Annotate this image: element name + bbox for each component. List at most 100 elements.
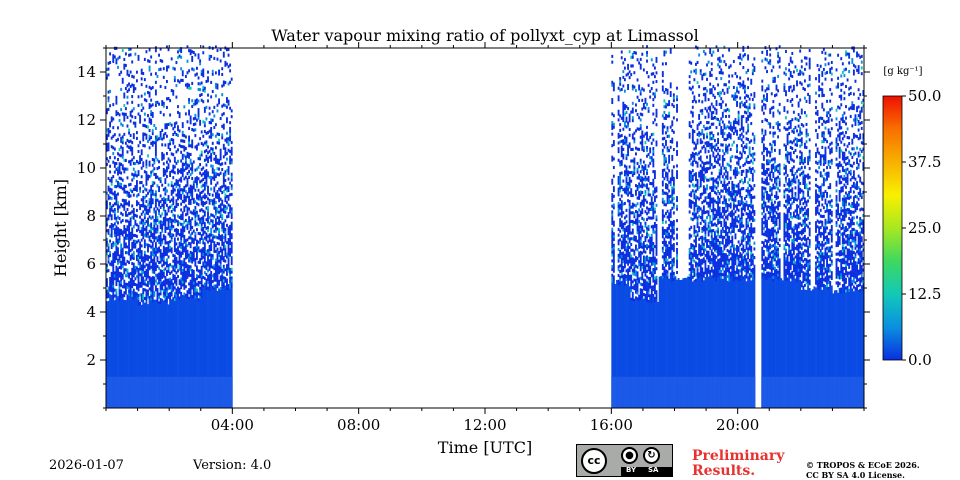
data-cell — [656, 267, 658, 270]
data-cell — [134, 87, 136, 90]
data-cell — [139, 207, 141, 210]
data-cell — [611, 228, 613, 231]
data-cell — [114, 260, 116, 263]
data-cell — [136, 71, 138, 74]
data-cell — [204, 242, 206, 245]
data-cell — [652, 159, 654, 162]
data-cell — [656, 224, 658, 227]
data-cell — [670, 51, 672, 54]
data-cell — [177, 125, 179, 128]
data-cell — [166, 273, 168, 276]
data-cell — [136, 235, 138, 238]
data-cell — [130, 53, 132, 56]
data-cell — [194, 261, 196, 264]
data-cell — [145, 183, 147, 186]
data-cell — [111, 183, 113, 186]
data-cell — [231, 184, 233, 187]
data-cell — [123, 170, 125, 173]
data-cell — [629, 50, 631, 53]
data-cell — [652, 193, 654, 196]
data-cell — [141, 250, 143, 253]
data-cell — [155, 150, 157, 153]
data-cell — [194, 235, 196, 238]
data-cell — [141, 95, 143, 98]
data-cell — [635, 89, 637, 92]
data-cell — [139, 121, 141, 124]
data-cell — [138, 288, 140, 291]
data-cell — [697, 81, 699, 84]
data-cell — [207, 94, 209, 97]
data-cell — [705, 73, 707, 76]
data-cell — [218, 228, 220, 231]
data-cell — [180, 286, 182, 289]
data-cell — [709, 195, 711, 198]
data-cell — [182, 174, 184, 177]
data-cell — [692, 137, 694, 140]
data-cell — [656, 290, 658, 293]
data-cell — [228, 172, 230, 175]
data-cell — [673, 260, 675, 263]
data-cell — [649, 268, 651, 271]
data-cell — [157, 230, 159, 233]
data-cell — [150, 73, 152, 76]
data-cell — [198, 117, 200, 120]
data-cell — [629, 186, 631, 189]
data-cell — [663, 137, 665, 140]
data-cell — [693, 156, 695, 159]
data-cell — [676, 164, 678, 167]
data-cell — [160, 85, 162, 88]
data-cell — [130, 220, 132, 223]
data-cell — [671, 169, 673, 172]
data-cell — [654, 199, 656, 202]
data-cell — [223, 112, 225, 115]
data-cell — [224, 231, 226, 234]
data-cell — [205, 163, 207, 166]
data-cell — [627, 84, 629, 87]
data-cell — [648, 190, 650, 193]
data-cell — [676, 257, 678, 260]
data-cell — [619, 230, 621, 233]
data-cell — [695, 250, 697, 253]
data-cell — [673, 203, 675, 206]
data-cell — [613, 252, 615, 255]
data-cell — [670, 255, 672, 258]
data-cell — [111, 214, 113, 217]
data-cell — [152, 132, 154, 135]
data-cell — [188, 170, 190, 173]
data-cell — [671, 138, 673, 141]
data-cell — [709, 71, 711, 74]
data-cell — [709, 206, 711, 209]
data-cell — [171, 239, 173, 242]
data-cell — [706, 135, 708, 138]
data-cell — [231, 245, 233, 248]
data-cell — [120, 171, 122, 174]
data-cell — [190, 118, 192, 121]
data-cell — [695, 172, 697, 175]
data-cell — [134, 53, 136, 56]
data-cell — [670, 146, 672, 149]
data-cell — [210, 231, 212, 234]
data-cell — [183, 235, 185, 238]
data-cell — [705, 222, 707, 225]
data-cell — [652, 121, 654, 124]
data-cell — [179, 115, 181, 118]
data-cell — [215, 123, 217, 126]
data-cell — [613, 140, 615, 143]
data-cell — [652, 216, 654, 219]
data-cell — [709, 106, 711, 109]
data-cell — [676, 173, 678, 176]
data-cell — [210, 81, 212, 84]
data-cell — [145, 160, 147, 163]
data-cell — [221, 136, 223, 139]
data-cell — [193, 253, 195, 256]
data-cell — [164, 181, 166, 184]
data-cell — [174, 79, 176, 82]
data-cell — [108, 134, 110, 137]
data-cell — [630, 73, 632, 76]
data-cell — [629, 209, 631, 212]
data-cell — [692, 86, 694, 89]
data-cell — [673, 237, 675, 240]
data-cell — [637, 202, 639, 205]
data-cell — [198, 53, 200, 56]
data-cell — [656, 89, 658, 92]
